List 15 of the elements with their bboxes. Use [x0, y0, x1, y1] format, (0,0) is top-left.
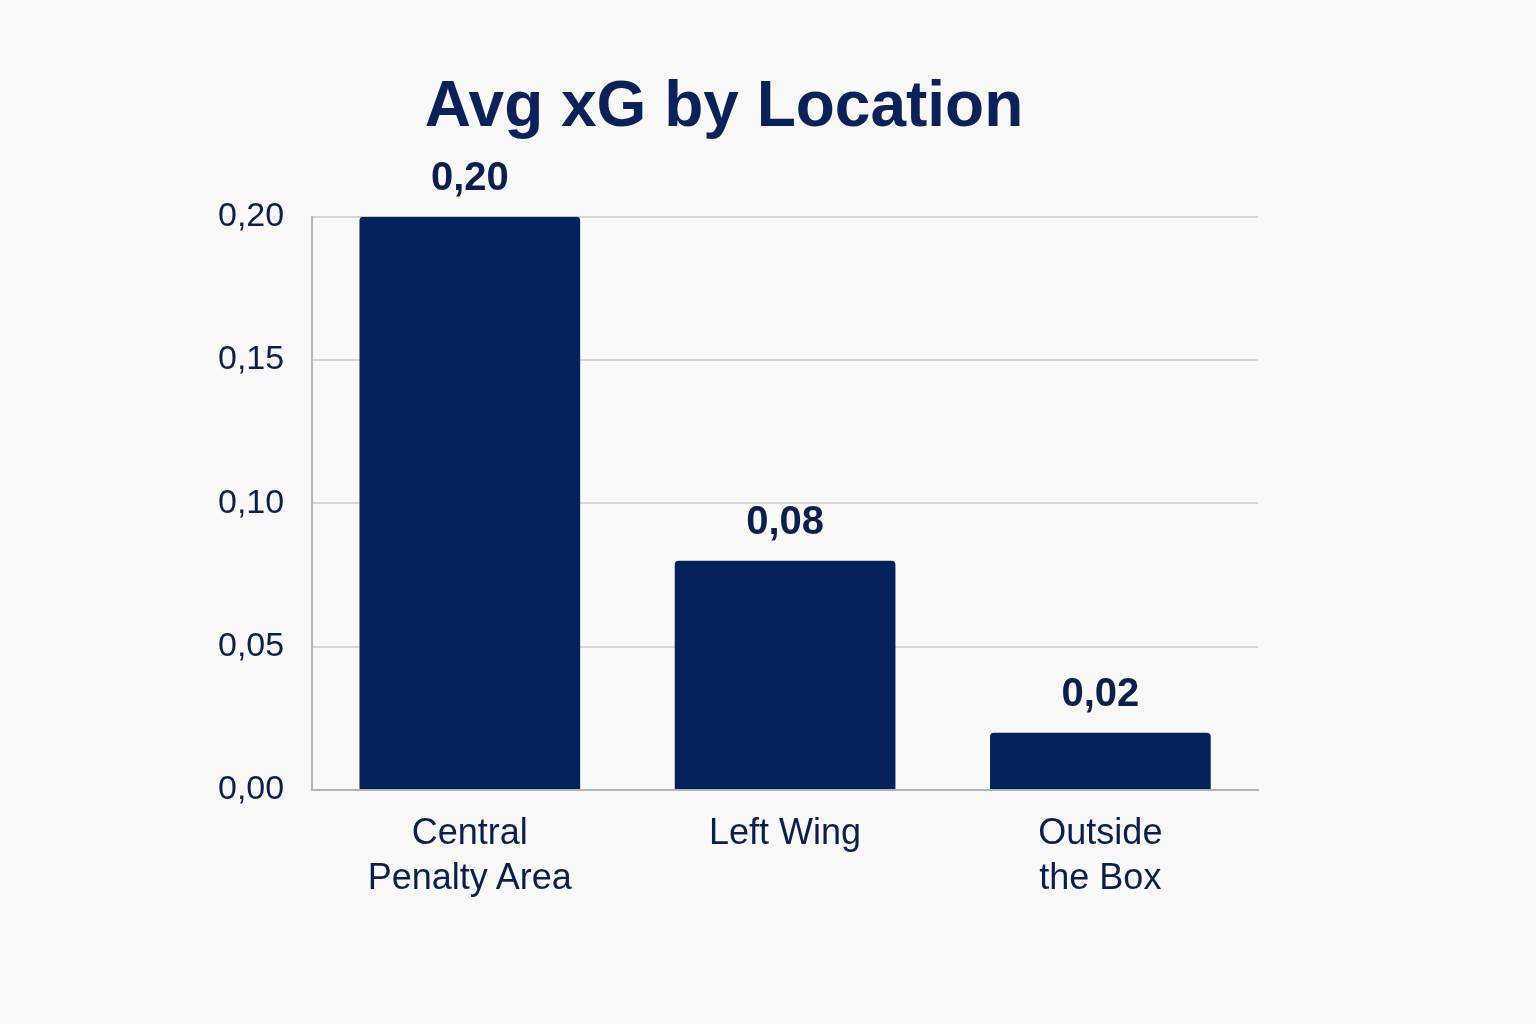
x-tick-label: Central Penalty Area — [367, 811, 573, 898]
y-tick-label: 0,05 — [217, 625, 285, 664]
data-label: 0,02 — [1061, 669, 1140, 714]
y-tick-label: 0,10 — [217, 481, 285, 520]
bar — [674, 560, 896, 789]
y-tick-label: 0,15 — [217, 338, 285, 377]
x-tick-label: Outside the Box — [1038, 811, 1163, 898]
x-tick-label: Left Wing — [709, 811, 862, 853]
data-label: 0,20 — [430, 153, 509, 198]
bar — [990, 732, 1211, 789]
data-label: 0,08 — [746, 497, 825, 542]
bar — [359, 216, 581, 789]
y-tick-label: 0,00 — [217, 768, 285, 807]
chart-title: Avg xG by Location — [424, 68, 1024, 141]
y-tick-label: 0,20 — [217, 195, 285, 234]
